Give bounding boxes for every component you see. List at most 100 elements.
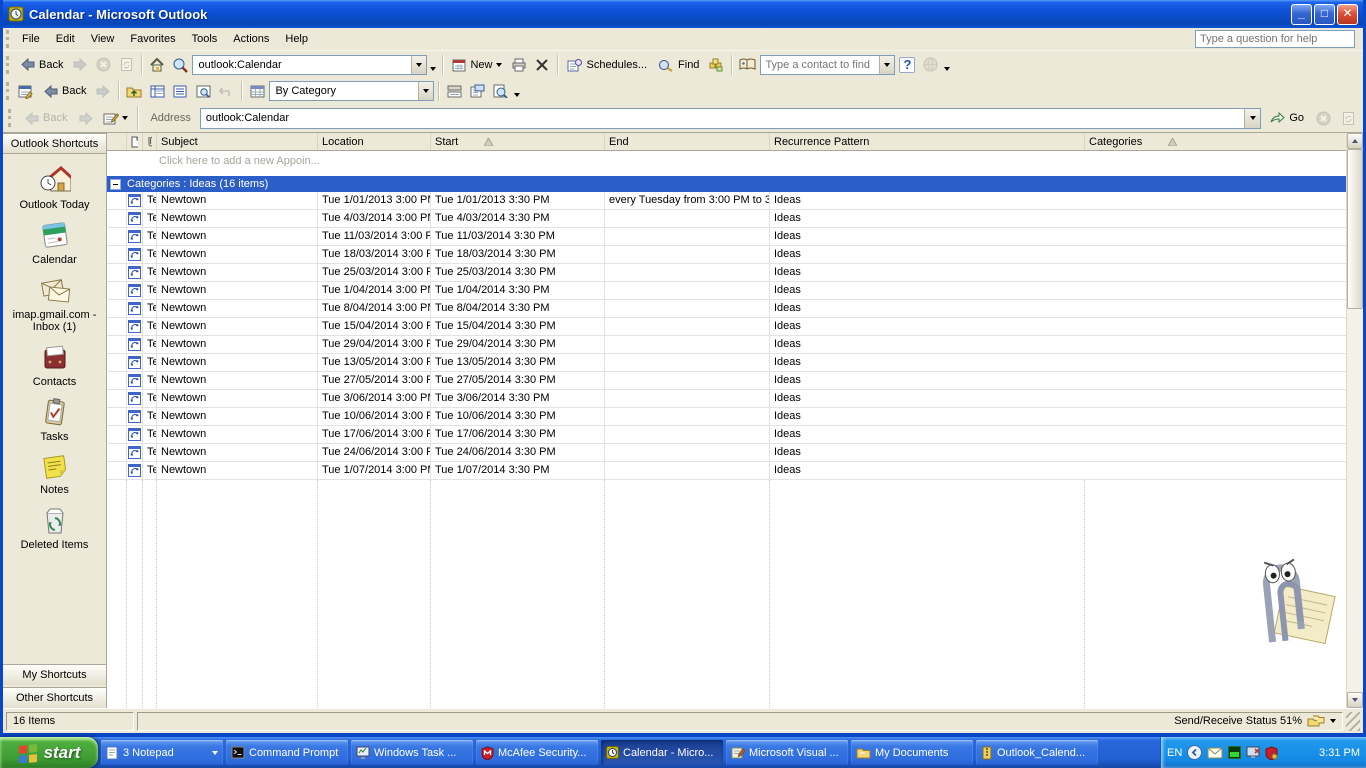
toolbar-overflow-chevron[interactable] bbox=[944, 59, 951, 71]
scrollbar-track[interactable] bbox=[1347, 309, 1363, 692]
refresh-button[interactable] bbox=[115, 54, 137, 76]
table-row[interactable]: Test Meeting Newtown Tue 18/03/2014 3:00… bbox=[107, 246, 1346, 264]
task-group-dropdown-icon[interactable] bbox=[212, 750, 218, 755]
maximize-button[interactable]: □ bbox=[1314, 3, 1335, 25]
group-by-box-button[interactable] bbox=[443, 80, 465, 102]
toolbar-overflow-chevron[interactable] bbox=[514, 85, 521, 97]
send-receive-dropdown-icon[interactable] bbox=[1330, 719, 1336, 723]
location-column-header[interactable]: Location bbox=[318, 133, 431, 150]
search-web-button[interactable] bbox=[169, 54, 191, 76]
display-settings-tray-icon[interactable] bbox=[1246, 746, 1260, 759]
icon-column-header[interactable] bbox=[127, 133, 143, 150]
language-indicator[interactable]: EN bbox=[1167, 746, 1183, 759]
web-back-button[interactable]: Back bbox=[15, 54, 68, 76]
list-view-button[interactable] bbox=[169, 80, 191, 102]
task-mcafee-security[interactable]: McAfee Security... bbox=[476, 740, 598, 765]
table-row[interactable]: Test Meeting Newtown Tue 4/03/2014 3:00 … bbox=[107, 210, 1346, 228]
new-appointment-button[interactable]: New bbox=[447, 54, 507, 76]
table-row[interactable]: Test Meeting Newtown Tue 8/04/2014 3:00 … bbox=[107, 300, 1346, 318]
help-button[interactable]: ? bbox=[896, 54, 918, 76]
subject-column-header[interactable]: Subject bbox=[157, 133, 318, 150]
task-calendar-outlook[interactable]: Calendar - Micro... bbox=[601, 740, 723, 765]
preview-pane-button[interactable] bbox=[192, 80, 214, 102]
table-row[interactable]: Test Meeting Newtown Tue 3/06/2014 3:00 … bbox=[107, 390, 1346, 408]
vertical-scrollbar[interactable] bbox=[1346, 133, 1363, 708]
task-microsoft-visual[interactable]: Microsoft Visual ... bbox=[726, 740, 848, 765]
menu-tools[interactable]: Tools bbox=[191, 33, 218, 45]
new-appointment-row[interactable]: Click here to add a new Appoin... bbox=[107, 151, 1346, 170]
find-contact-combo[interactable] bbox=[760, 54, 896, 75]
address-back-button[interactable]: Back bbox=[19, 107, 72, 129]
toolbar-options-chevron[interactable] bbox=[430, 59, 437, 71]
menu-file[interactable]: File bbox=[22, 33, 40, 45]
my-shortcuts-button[interactable]: My Shortcuts bbox=[3, 664, 106, 685]
table-row[interactable]: Test Meeting Newtown Tue 11/03/2014 3:00… bbox=[107, 228, 1346, 246]
hide-icons-chevron[interactable] bbox=[1187, 745, 1203, 760]
clock[interactable]: 3:31 PM bbox=[1319, 746, 1360, 759]
outlook-shortcuts-header[interactable]: Outlook Shortcuts bbox=[3, 133, 106, 154]
view-back-button[interactable]: Back bbox=[38, 80, 91, 102]
address-refresh-button[interactable] bbox=[1337, 107, 1359, 129]
sidebar-item-contacts[interactable]: Contacts bbox=[3, 342, 106, 388]
folder-address-combo[interactable]: outlook:Calendar bbox=[192, 54, 428, 75]
delete-button[interactable] bbox=[531, 54, 553, 76]
print-button[interactable] bbox=[508, 54, 530, 76]
table-row[interactable]: Test Meeting Newtown Tue 1/01/2013 3:00 … bbox=[107, 192, 1346, 210]
address-forward-button[interactable] bbox=[75, 107, 97, 129]
task-command-prompt[interactable]: Command Prompt bbox=[226, 740, 348, 765]
table-row[interactable]: Test Meeting Newtown Tue 27/05/2014 3:00… bbox=[107, 372, 1346, 390]
other-shortcuts-button[interactable]: Other Shortcuts bbox=[3, 687, 106, 708]
table-row[interactable]: Test Meeting Newtown Tue 17/06/2014 3:00… bbox=[107, 426, 1346, 444]
scrollbar-thumb[interactable] bbox=[1347, 149, 1363, 309]
table-row[interactable]: Test Meeting Newtown Tue 29/04/2014 3:00… bbox=[107, 336, 1346, 354]
sidebar-item-deleted-items[interactable]: Deleted Items bbox=[3, 505, 106, 551]
web-forward-button[interactable] bbox=[69, 54, 91, 76]
contact-combo-dropdown-icon[interactable] bbox=[879, 55, 895, 74]
categories-column-header[interactable]: Categories bbox=[1085, 133, 1346, 150]
web-page-button[interactable] bbox=[919, 54, 941, 76]
table-row[interactable]: Test Meeting Newtown Tue 24/06/2014 3:00… bbox=[107, 444, 1346, 462]
table-row[interactable]: Test Meeting Newtown Tue 10/06/2014 3:00… bbox=[107, 408, 1346, 426]
menu-edit[interactable]: Edit bbox=[55, 33, 75, 45]
address-input[interactable] bbox=[200, 112, 1245, 124]
find-contact-input[interactable] bbox=[761, 56, 880, 73]
task-my-documents[interactable]: My Documents bbox=[851, 740, 973, 765]
end-column-header[interactable]: End bbox=[605, 133, 770, 150]
table-row[interactable]: Test Meeting Newtown Tue 1/04/2014 3:00 … bbox=[107, 282, 1346, 300]
sidebar-item-outlook-today[interactable]: Outlook Today bbox=[3, 165, 106, 211]
combo-dropdown-icon[interactable] bbox=[411, 55, 427, 74]
sidebar-item-calendar[interactable]: Calendar bbox=[3, 220, 106, 266]
up-folder-button[interactable] bbox=[123, 80, 145, 102]
go-button[interactable]: Go bbox=[1264, 107, 1309, 129]
menu-help[interactable]: Help bbox=[285, 33, 308, 45]
field-chooser-button[interactable] bbox=[466, 80, 488, 102]
view-forward-button[interactable] bbox=[92, 80, 114, 102]
category-group-header[interactable]: Categories : Ideas (16 items) bbox=[107, 176, 1346, 192]
address-dropdown-icon[interactable] bbox=[1244, 108, 1261, 128]
menu-view[interactable]: View bbox=[90, 33, 115, 45]
undo-button[interactable] bbox=[215, 80, 237, 102]
start-column-header[interactable]: Start bbox=[431, 133, 605, 150]
detail-view-button[interactable] bbox=[146, 80, 168, 102]
recurrence-column-header[interactable]: Recurrence Pattern bbox=[770, 133, 1085, 150]
table-row[interactable]: Test Meeting Newtown Tue 13/05/2014 3:00… bbox=[107, 354, 1346, 372]
scroll-up-button[interactable] bbox=[1347, 133, 1363, 149]
task-outlook-calendar-file[interactable]: Outlook_Calend... bbox=[976, 740, 1098, 765]
menu-favorites[interactable]: Favorites bbox=[130, 33, 176, 45]
cpu-meter-tray-icon[interactable] bbox=[1228, 746, 1242, 759]
print-preview-button[interactable] bbox=[489, 80, 511, 102]
table-row[interactable]: Test Meeting Newtown Tue 25/03/2014 3:00… bbox=[107, 264, 1346, 282]
stop-button[interactable] bbox=[92, 54, 114, 76]
sidebar-item-tasks[interactable]: Tasks bbox=[3, 397, 106, 443]
schedules-button[interactable]: Schedules... bbox=[562, 54, 652, 76]
minimize-button[interactable]: _ bbox=[1291, 3, 1312, 25]
sidebar-item-inbox[interactable]: imap.gmail.com - Inbox (1) bbox=[3, 275, 106, 333]
resize-grip[interactable] bbox=[1346, 711, 1360, 731]
address-book-button[interactable] bbox=[736, 54, 759, 76]
table-row[interactable]: Test Meeting Newtown Tue 15/04/2014 3:00… bbox=[107, 318, 1346, 336]
new-mail-tray-icon[interactable] bbox=[1207, 747, 1223, 759]
current-view-combo[interactable]: By Category bbox=[269, 81, 435, 101]
sidebar-item-notes[interactable]: Notes bbox=[3, 452, 106, 496]
table-row[interactable]: Test Meeting Newtown Tue 1/07/2014 3:00 … bbox=[107, 462, 1346, 480]
task-notepad[interactable]: 3 Notepad bbox=[101, 740, 223, 765]
